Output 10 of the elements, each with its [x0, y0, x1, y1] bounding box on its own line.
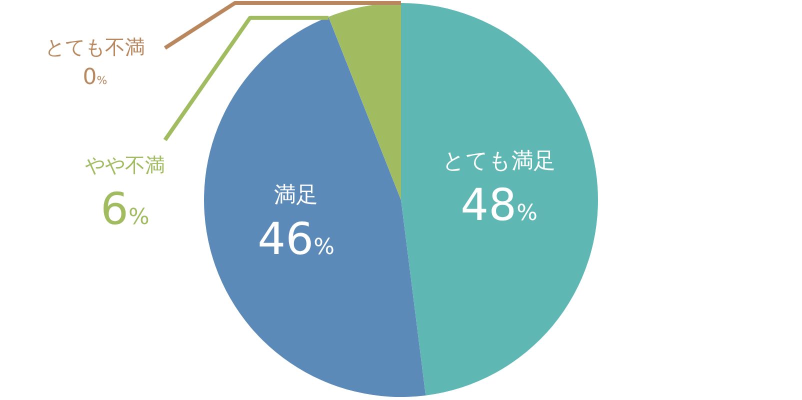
text: 0% [82, 65, 108, 90]
pie-slice [401, 3, 598, 396]
data-label: 46% [258, 214, 335, 265]
slice-label: とても満足 [442, 149, 556, 174]
data-label: 6% [100, 184, 150, 235]
data-label: 48% [460, 180, 538, 232]
pie-slice [204, 16, 426, 397]
slice-label: 満足 [274, 182, 318, 208]
category-label: とても不満 [45, 35, 145, 59]
slice-label: やや不満 [85, 153, 165, 177]
